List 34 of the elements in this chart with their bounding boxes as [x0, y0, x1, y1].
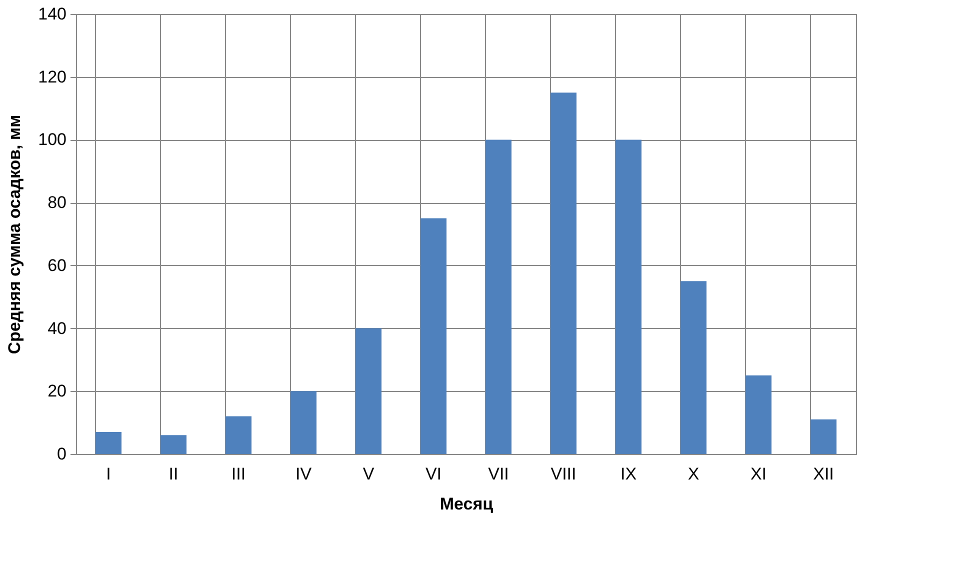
- bar: [550, 92, 576, 454]
- y-tick-label: 20: [48, 382, 66, 401]
- x-tick-label: IV: [295, 464, 312, 484]
- x-tick-label: I: [106, 464, 111, 484]
- bar: [810, 419, 836, 454]
- bar: [616, 140, 642, 454]
- y-axis-title: Средняя сумма осадков, мм: [5, 114, 24, 354]
- bar: [746, 375, 772, 454]
- y-tick-label: 80: [48, 193, 66, 212]
- y-tick-label: 100: [38, 130, 66, 150]
- bar: [226, 416, 252, 454]
- x-tick-label: XII: [813, 464, 834, 484]
- bar: [680, 281, 706, 454]
- bar: [160, 435, 186, 454]
- x-axis-title: Месяц: [440, 494, 494, 514]
- x-tick-label: X: [688, 464, 700, 484]
- x-tick-label: V: [362, 464, 375, 484]
- y-tick-label: 120: [38, 67, 66, 86]
- x-tick-label: VII: [488, 464, 509, 484]
- x-tick-label: IX: [620, 464, 637, 484]
- y-tick-label: 60: [48, 256, 66, 275]
- x-tick-label: VIII: [550, 464, 576, 484]
- bar: [96, 432, 122, 454]
- x-tick-label: VI: [425, 464, 442, 484]
- y-tick-label: 140: [38, 4, 66, 24]
- bar: [420, 218, 446, 454]
- bar: [290, 391, 316, 454]
- bar: [356, 328, 382, 454]
- y-tick-label: 40: [48, 318, 66, 338]
- y-tick-label: 0: [57, 444, 66, 464]
- x-tick-label: II: [168, 464, 178, 484]
- x-tick-label: III: [231, 464, 246, 484]
- bar: [486, 140, 512, 454]
- x-tick-label: XI: [750, 464, 767, 484]
